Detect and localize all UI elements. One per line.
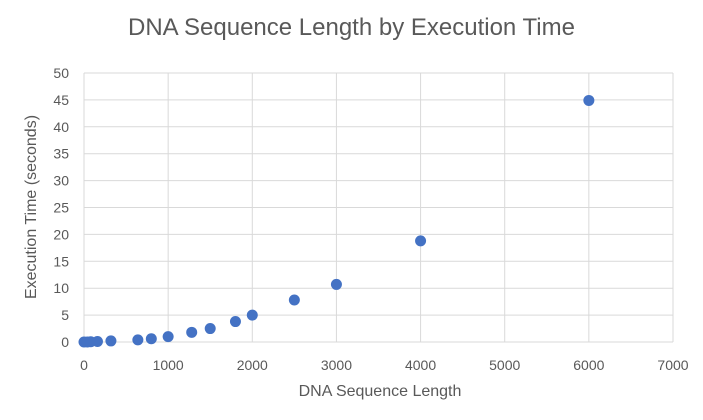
x-axis-label: DNA Sequence Length [298,383,462,400]
y-tick-label: 10 [53,280,69,296]
gridlines [83,72,674,343]
y-tick-label: 30 [53,173,69,189]
chart-title: DNA Sequence Length by Execution Time [128,14,575,41]
data-point [288,294,300,306]
y-tick-label: 25 [53,200,69,216]
data-point [162,331,174,343]
y-tick-label: 5 [61,307,69,323]
x-tick-label: 1000 [153,357,184,373]
data-point [204,323,216,335]
data-point [229,316,241,328]
x-tick-label: 6000 [573,357,604,373]
data-point [186,326,198,338]
x-tick-label: 0 [80,357,88,373]
data-point [132,334,144,346]
y-tick-label: 35 [53,146,69,162]
y-tick-label: 45 [53,92,69,108]
y-axis-label: Execution Time (seconds) [23,114,40,300]
x-tick-label: 5000 [489,357,520,373]
tick-labels: 0 5 10 15 20 25 30 35 40 45 50 0 1000 2000 3000 4000 500… [53,65,688,373]
x-tick-label: 7000 [657,357,688,373]
x-tick-label: 2000 [237,357,268,373]
data-point [415,235,427,247]
data-point [105,335,117,347]
y-tick-label: 50 [53,65,69,81]
data-point [583,94,595,106]
y-tick-label: 15 [53,253,69,269]
data-point [145,333,157,345]
y-tick-label: 40 [53,119,69,135]
data-point [246,309,258,321]
data-point [330,278,342,290]
data-point [91,335,103,347]
x-tick-label: 3000 [321,357,352,373]
y-tick-label: 20 [53,226,69,242]
data-points [78,94,595,348]
y-tick-label: 0 [61,334,69,350]
x-tick-label: 4000 [405,357,436,373]
